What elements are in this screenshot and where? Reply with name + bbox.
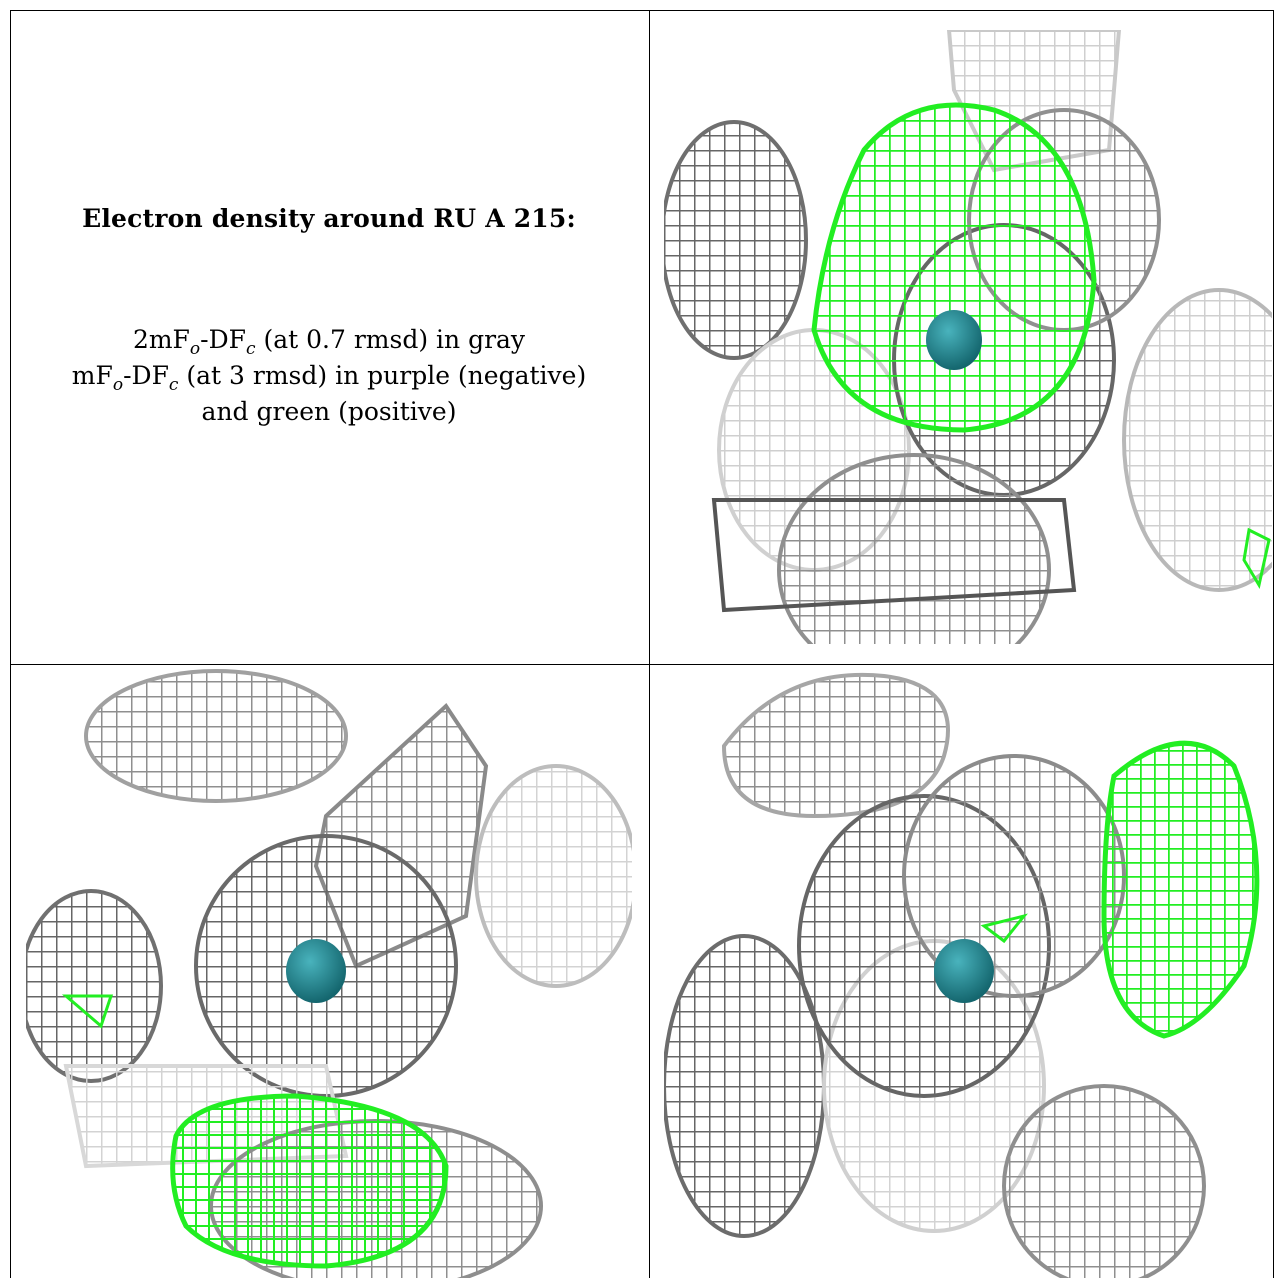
density-render-2 [26, 669, 632, 1278]
center-border [649, 10, 650, 1278]
density-view-1 [664, 30, 1272, 644]
figure-frame: Electron density around RU A 215: 2mFo-D… [10, 10, 1274, 1278]
density-view-2 [26, 666, 632, 1278]
caption-panel: Electron density around RU A 215: 2mFo-D… [10, 10, 648, 664]
caption-line-positive: and green (positive) [201, 397, 457, 426]
left-border [10, 10, 11, 1278]
right-border [1273, 10, 1274, 1278]
density-view-3 [664, 666, 1272, 1278]
middle-border [10, 664, 1274, 665]
top-border [10, 10, 1274, 11]
caption-legend: 2mFo-DFc (at 0.7 rmsd) in gray mFo-DFc (… [10, 322, 648, 430]
density-render-3 [664, 672, 1260, 1278]
caption-line-mfo: mFo-DFc (at 3 rmsd) in purple (negative) [71, 361, 587, 395]
caption-line-2mfo: 2mFo-DFc (at 0.7 rmsd) in gray [132, 325, 526, 359]
density-render-1 [664, 30, 1272, 644]
caption-title: Electron density around RU A 215: [82, 204, 576, 233]
